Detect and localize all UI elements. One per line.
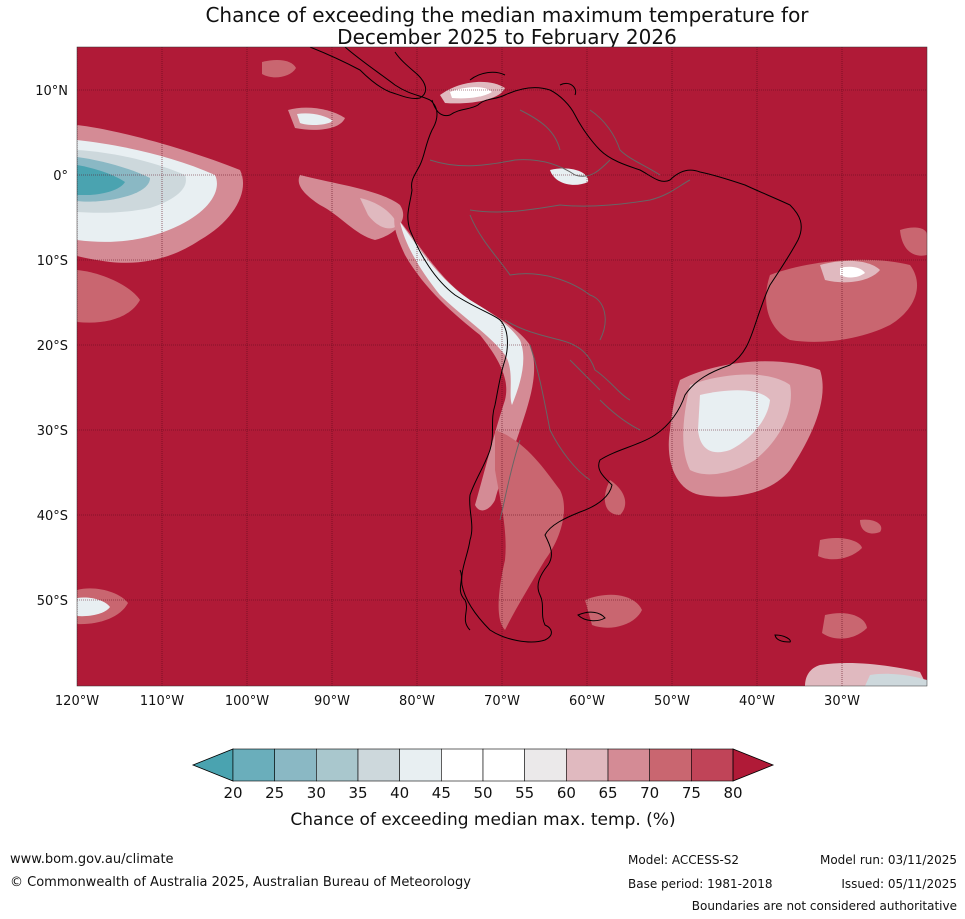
caribbean-anomaly <box>440 81 589 185</box>
colorbar-segment <box>566 748 609 782</box>
chiloe-archipelago <box>459 569 471 631</box>
longitude-label: 30°W <box>824 694 860 709</box>
copyright-text: © Commonwealth of Australia 2025, Austra… <box>10 875 471 890</box>
latitude-label: 10°S <box>37 254 68 269</box>
longitude-label: 100°W <box>225 694 269 709</box>
latitude-label: 20°S <box>37 339 68 354</box>
colorbar: 20 25 30 35 40 45 50 55 60 65 70 75 80 <box>191 748 775 802</box>
andes-anomaly <box>394 215 626 630</box>
central-america-coastline <box>309 47 427 99</box>
colorbar-segment <box>274 748 317 782</box>
colorbar-tick-label: 40 <box>390 784 409 802</box>
colorbar-tick-label: 30 <box>307 784 326 802</box>
colorbar-low-extension <box>191 748 234 782</box>
colorbar-tick-label: 35 <box>348 784 367 802</box>
atlantic-anomaly <box>585 227 927 639</box>
colorbar-segment <box>316 748 359 782</box>
base-period: Base period: 1981-2018 <box>628 877 773 891</box>
colorbar-segment <box>441 748 484 782</box>
colorbar-segment <box>524 748 567 782</box>
map-panel <box>77 47 927 686</box>
colorbar-segment <box>691 748 734 782</box>
map-title: Chance of exceeding the median maximum t… <box>0 4 965 48</box>
south-georgia-coastline <box>774 634 791 643</box>
longitude-label: 80°W <box>399 694 435 709</box>
country-borders <box>429 109 691 521</box>
latitude-label: 40°S <box>37 509 68 524</box>
longitude-label: 60°W <box>569 694 605 709</box>
colorbar-tick-label: 50 <box>473 784 492 802</box>
colorbar-title: Chance of exceeding median max. temp. (%… <box>290 810 675 830</box>
colorbar-tick-label: 60 <box>557 784 576 802</box>
issued-date: Issued: 05/11/2025 <box>841 877 957 891</box>
colorbar-segment <box>232 748 275 782</box>
colorbar-tick-label: 65 <box>598 784 617 802</box>
title-line-1: Chance of exceeding the median maximum t… <box>205 3 809 27</box>
colorbar-tick-label: 45 <box>432 784 451 802</box>
falklands-coastline <box>577 611 606 622</box>
colorbar-segment <box>649 748 692 782</box>
colorbar-segment <box>482 748 525 782</box>
longitude-label: 120°W <box>55 694 99 709</box>
website-link[interactable]: www.bom.gov.au/climate <box>10 852 174 867</box>
longitude-labels: 120°W 110°W 100°W 90°W 80°W 70°W 60°W 50°W 40°W 3… <box>55 694 860 709</box>
colorbar-tick-label: 55 <box>515 784 534 802</box>
colorbar-segment <box>357 748 400 782</box>
south-america-coastline <box>344 47 802 643</box>
map-frame <box>76 46 928 687</box>
latitude-label: 0° <box>53 169 68 184</box>
coastlines <box>309 47 802 643</box>
latitude-label: 10°N <box>35 84 68 99</box>
colorbar-high-extension <box>732 748 775 782</box>
model-name: Model: ACCESS-S2 <box>628 853 740 867</box>
colorbar-segment <box>607 748 651 782</box>
longitude-label: 70°W <box>484 694 520 709</box>
latitude-labels: 10°N 0° 10°S 20°S 30°S 40°S 50°S <box>35 84 68 609</box>
longitude-label: 110°W <box>140 694 184 709</box>
graticule <box>77 47 927 686</box>
caribbean-coastline <box>469 71 577 96</box>
colorbar-tick-label: 20 <box>223 784 242 802</box>
longitude-label: 40°W <box>739 694 775 709</box>
pacific-anomaly <box>77 60 927 686</box>
title-line-2: December 2025 to February 2026 <box>337 25 677 49</box>
latitude-label: 50°S <box>37 594 68 609</box>
colorbar-tick-label: 80 <box>723 784 742 802</box>
colorbar-tick-label: 25 <box>265 784 284 802</box>
latitude-label: 30°S <box>37 424 68 439</box>
colorbar-tick-label: 70 <box>640 784 659 802</box>
colorbar-tick-label: 75 <box>682 784 701 802</box>
model-run-date: Model run: 03/11/2025 <box>819 853 957 867</box>
colorbar-segment <box>399 748 442 782</box>
boundaries-disclaimer: Boundaries are not considered authoritat… <box>691 899 957 913</box>
longitude-label: 50°W <box>654 694 690 709</box>
longitude-label: 90°W <box>314 694 350 709</box>
